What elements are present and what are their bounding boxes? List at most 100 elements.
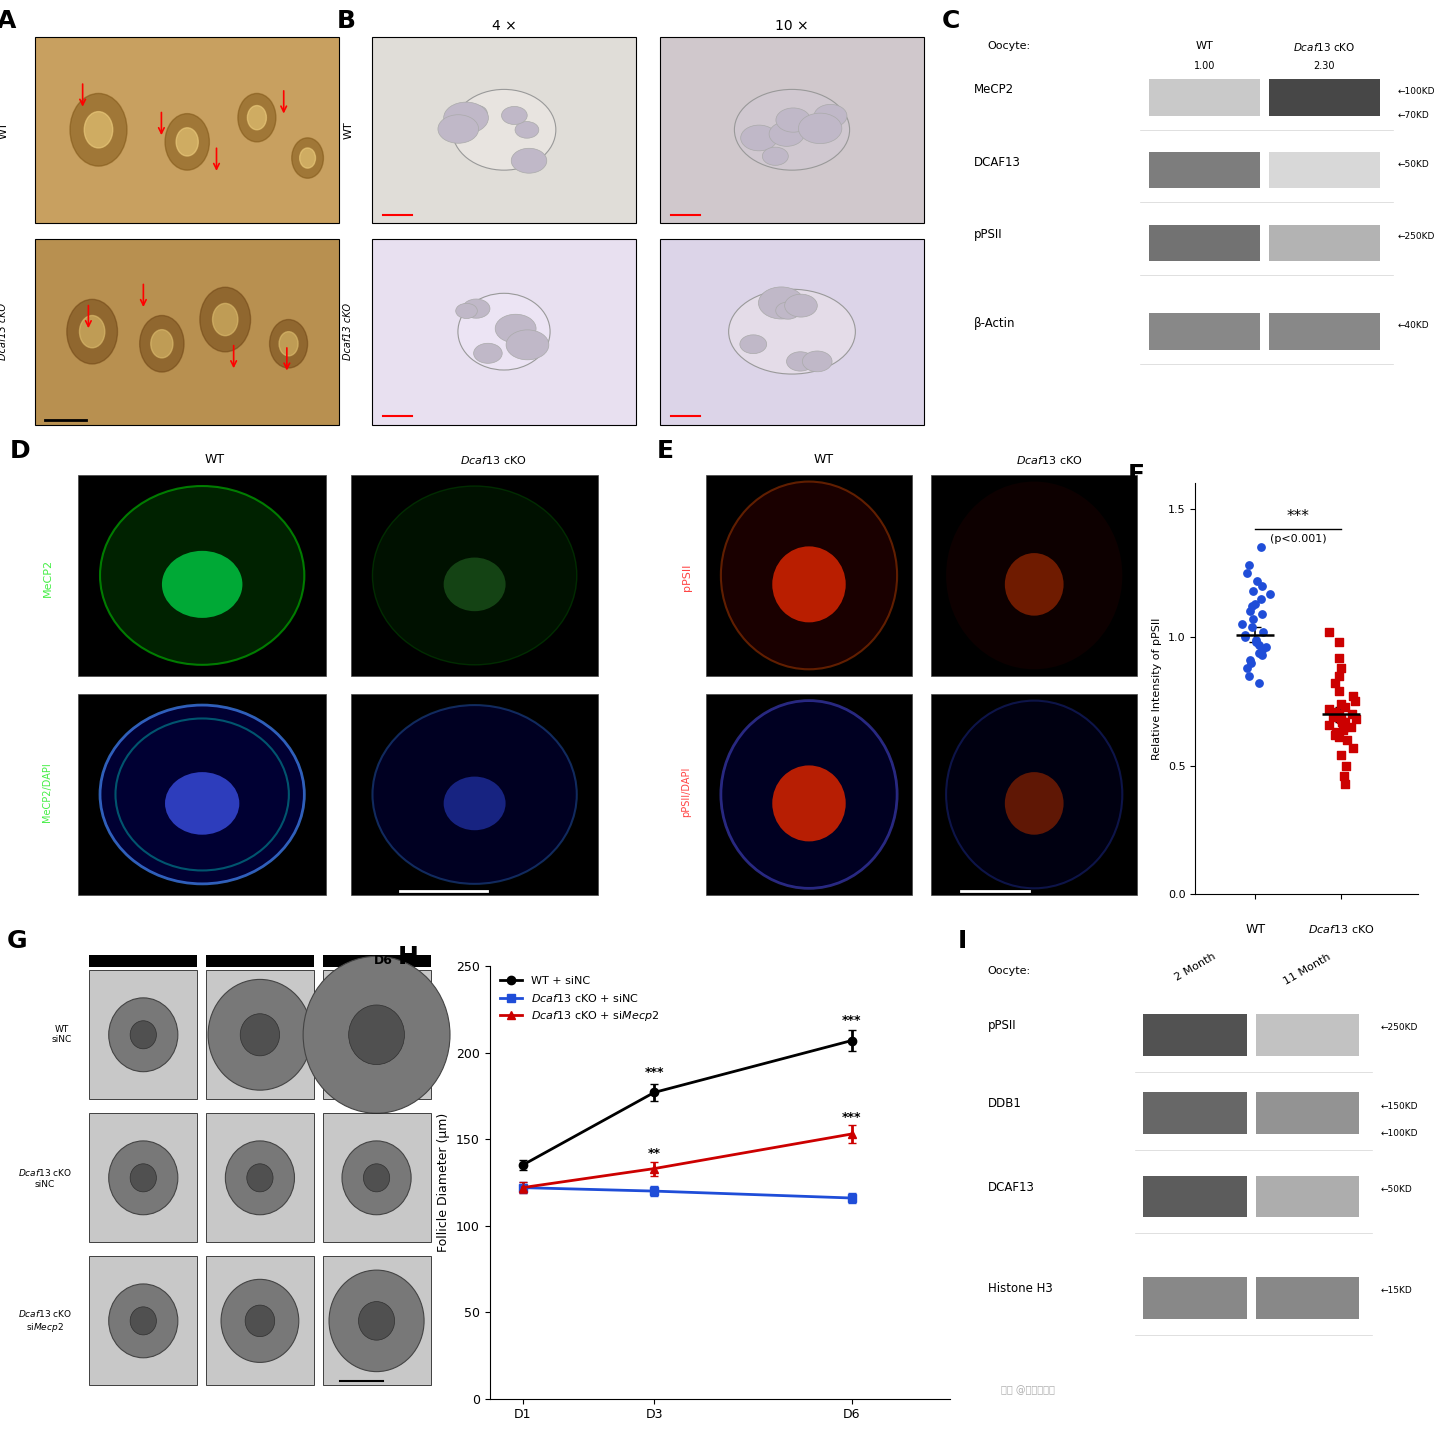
Circle shape xyxy=(130,1164,157,1193)
FancyBboxPatch shape xyxy=(1149,79,1260,115)
FancyBboxPatch shape xyxy=(89,970,197,1099)
Point xyxy=(1331,744,1354,767)
FancyBboxPatch shape xyxy=(372,37,636,222)
Point xyxy=(1325,721,1348,744)
Ellipse shape xyxy=(772,547,845,623)
Circle shape xyxy=(798,112,842,144)
Text: 2.30: 2.30 xyxy=(1313,61,1335,71)
Point xyxy=(1240,652,1263,675)
Ellipse shape xyxy=(946,701,1122,888)
Circle shape xyxy=(438,115,478,143)
Ellipse shape xyxy=(772,766,845,842)
Text: I: I xyxy=(958,929,966,953)
Circle shape xyxy=(785,294,818,317)
Point xyxy=(1237,665,1260,688)
Point xyxy=(1333,695,1356,718)
Point xyxy=(1335,728,1358,751)
Circle shape xyxy=(176,128,199,156)
Point xyxy=(1332,764,1355,787)
Circle shape xyxy=(292,138,324,179)
Point xyxy=(1241,607,1264,630)
Circle shape xyxy=(246,1164,274,1193)
FancyBboxPatch shape xyxy=(932,474,1138,676)
Text: WT: WT xyxy=(0,121,9,138)
FancyBboxPatch shape xyxy=(1269,313,1380,350)
Circle shape xyxy=(465,105,487,121)
Text: β-Actin: β-Actin xyxy=(973,317,1015,330)
Point xyxy=(1341,702,1364,725)
FancyBboxPatch shape xyxy=(351,474,599,676)
Text: ←70KD: ←70KD xyxy=(1398,111,1430,120)
Point xyxy=(1236,561,1259,584)
Text: A: A xyxy=(0,9,16,33)
Text: $\it{Dcaf13}$ cKO
si$\it{Mecp2}$: $\it{Dcaf13}$ cKO si$\it{Mecp2}$ xyxy=(17,1308,72,1334)
FancyBboxPatch shape xyxy=(1269,151,1380,189)
Point xyxy=(1318,712,1341,735)
Circle shape xyxy=(238,94,276,141)
Point xyxy=(1318,698,1341,721)
Text: MeCP2: MeCP2 xyxy=(42,558,52,597)
Ellipse shape xyxy=(721,701,897,888)
Point xyxy=(1234,623,1257,646)
FancyBboxPatch shape xyxy=(1256,1093,1359,1133)
Circle shape xyxy=(300,149,315,169)
Text: $\it{Dcaf13}$ cKO: $\it{Dcaf13}$ cKO xyxy=(1015,454,1083,466)
Circle shape xyxy=(213,303,238,336)
FancyBboxPatch shape xyxy=(323,956,431,968)
Circle shape xyxy=(455,303,477,319)
Circle shape xyxy=(151,330,173,358)
Point xyxy=(1344,689,1367,712)
Ellipse shape xyxy=(161,551,242,617)
FancyBboxPatch shape xyxy=(660,37,924,222)
Circle shape xyxy=(79,316,105,348)
Point xyxy=(1328,679,1351,702)
Text: DCAF13: DCAF13 xyxy=(973,156,1021,169)
Point xyxy=(1230,613,1253,636)
Point xyxy=(1323,672,1346,695)
Circle shape xyxy=(140,316,184,372)
Point xyxy=(1328,665,1351,688)
Point xyxy=(1244,630,1267,653)
Text: Dcaf13 cKO: Dcaf13 cKO xyxy=(344,303,353,360)
Point xyxy=(1339,715,1362,738)
FancyBboxPatch shape xyxy=(206,1256,314,1386)
FancyBboxPatch shape xyxy=(1149,225,1260,261)
Text: WT: WT xyxy=(204,453,225,466)
Circle shape xyxy=(462,298,490,319)
Text: 1.00: 1.00 xyxy=(1194,61,1215,71)
Point xyxy=(1329,708,1352,731)
Circle shape xyxy=(769,121,804,146)
Text: (p<0.001): (p<0.001) xyxy=(1270,535,1326,545)
Point xyxy=(1234,626,1257,649)
Point xyxy=(1331,718,1354,741)
Circle shape xyxy=(459,304,478,317)
Point xyxy=(1323,701,1346,724)
Ellipse shape xyxy=(444,558,505,611)
Text: B: B xyxy=(337,9,356,33)
FancyBboxPatch shape xyxy=(206,970,314,1099)
Point xyxy=(1335,754,1358,777)
Text: DDB1: DDB1 xyxy=(988,1097,1022,1110)
Circle shape xyxy=(130,1306,157,1335)
FancyBboxPatch shape xyxy=(932,694,1138,895)
Point xyxy=(1238,600,1261,623)
Point xyxy=(1329,656,1352,679)
FancyBboxPatch shape xyxy=(89,1256,197,1386)
Ellipse shape xyxy=(452,89,556,170)
Circle shape xyxy=(511,149,547,173)
Point xyxy=(1241,580,1264,603)
Point xyxy=(1240,594,1263,617)
Text: H: H xyxy=(397,945,418,969)
Point xyxy=(1241,616,1264,639)
Point xyxy=(1244,629,1267,652)
Point xyxy=(1328,702,1351,725)
FancyBboxPatch shape xyxy=(660,239,924,424)
Text: WT: WT xyxy=(1195,40,1214,50)
Text: G: G xyxy=(7,929,27,953)
Text: ←150KD: ←150KD xyxy=(1381,1102,1418,1110)
FancyBboxPatch shape xyxy=(323,1113,431,1243)
FancyBboxPatch shape xyxy=(1143,1093,1247,1133)
Point xyxy=(1250,574,1273,597)
Circle shape xyxy=(348,1005,405,1064)
Circle shape xyxy=(207,979,311,1090)
